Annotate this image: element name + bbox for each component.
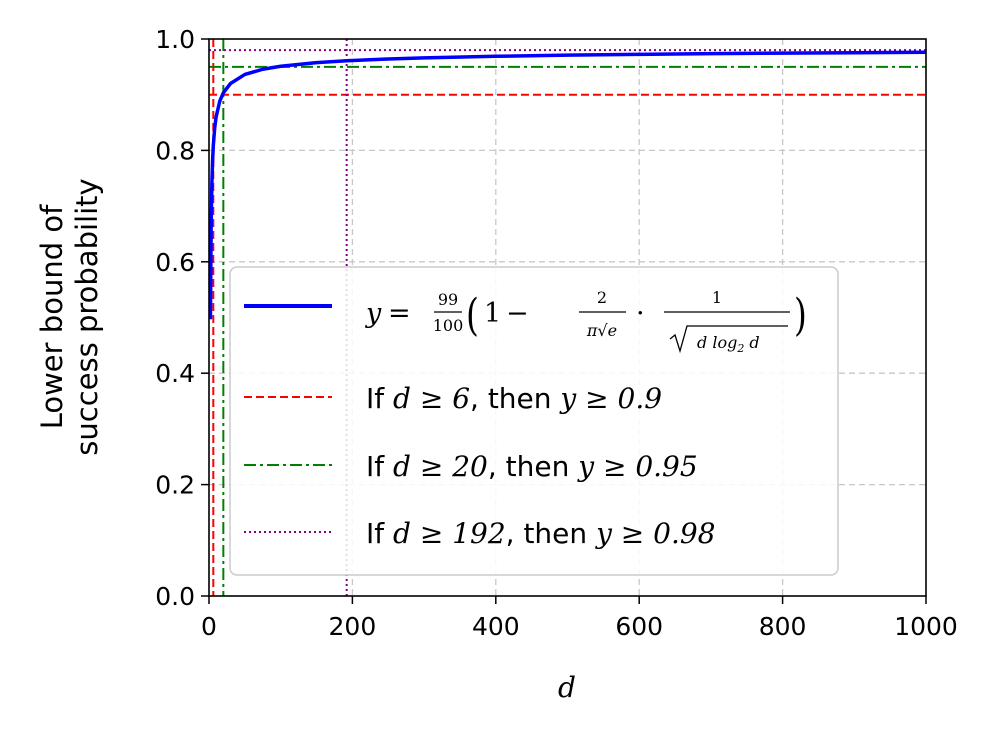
x-tick-label-1: 200 [329,612,377,641]
legend-label-curve: y = 99 100 ( 1 − 2 π√e · 1 d log2 d ) [365,288,807,355]
plot-frame [208,38,927,597]
frac3-denominator: d log2 d [697,333,760,355]
x-tick-label-4: 800 [759,612,807,641]
y-tick-label-0: 0.0 [155,582,195,611]
eq-equals: = [388,298,411,329]
eq-lhs: y [365,298,382,329]
y-tick-label-3: 0.6 [155,248,195,277]
x-tick-label-2: 400 [472,612,520,641]
legend-label-d192: If d ≥ 192, then y ≥ 0.98 [366,517,716,550]
x-tick-label-3: 600 [615,612,663,641]
legend: y = 99 100 ( 1 − 2 π√e · 1 d log2 d ) If… [229,266,839,576]
y-axis-label-line2: success probability [70,178,104,455]
series-line-0 [209,50,926,320]
x-tick-label-5: 1000 [894,612,958,641]
plot-area [209,39,926,596]
eq-one: 1 [484,298,501,329]
sqrt-sign [669,325,788,354]
y-tick-label-5: 1.0 [155,25,195,54]
y-axis-label-line1: Lower bound of [35,204,69,429]
paren-close: ) [794,290,807,341]
eq-minus: − [506,298,529,329]
frac2-numerator: 2 [597,288,607,307]
frac2-denominator: π√e [586,321,617,340]
x-axis-label: d [558,671,576,704]
eq-dot: · [636,298,645,329]
y-tick-label-4: 0.8 [155,136,195,165]
legend-box [229,266,839,576]
axis-ticks: 0 200 400 600 800 1000 0.0 0.2 0.4 0.6 0.8 1.0 [155,25,958,641]
frac1-denominator: 100 [433,316,464,335]
frac3-numerator: 1 [712,288,722,307]
legend-label-d6: If d ≥ 6, then y ≥ 0.9 [366,382,662,415]
y-tick-label-1: 0.2 [155,471,195,500]
paren-open: ( [466,290,479,341]
y-tick-label-2: 0.4 [155,359,195,388]
legend-label-d20: If d ≥ 20, then y ≥ 0.95 [366,450,698,483]
frac1-numerator: 99 [438,290,458,309]
x-tick-label-0: 0 [201,612,217,641]
